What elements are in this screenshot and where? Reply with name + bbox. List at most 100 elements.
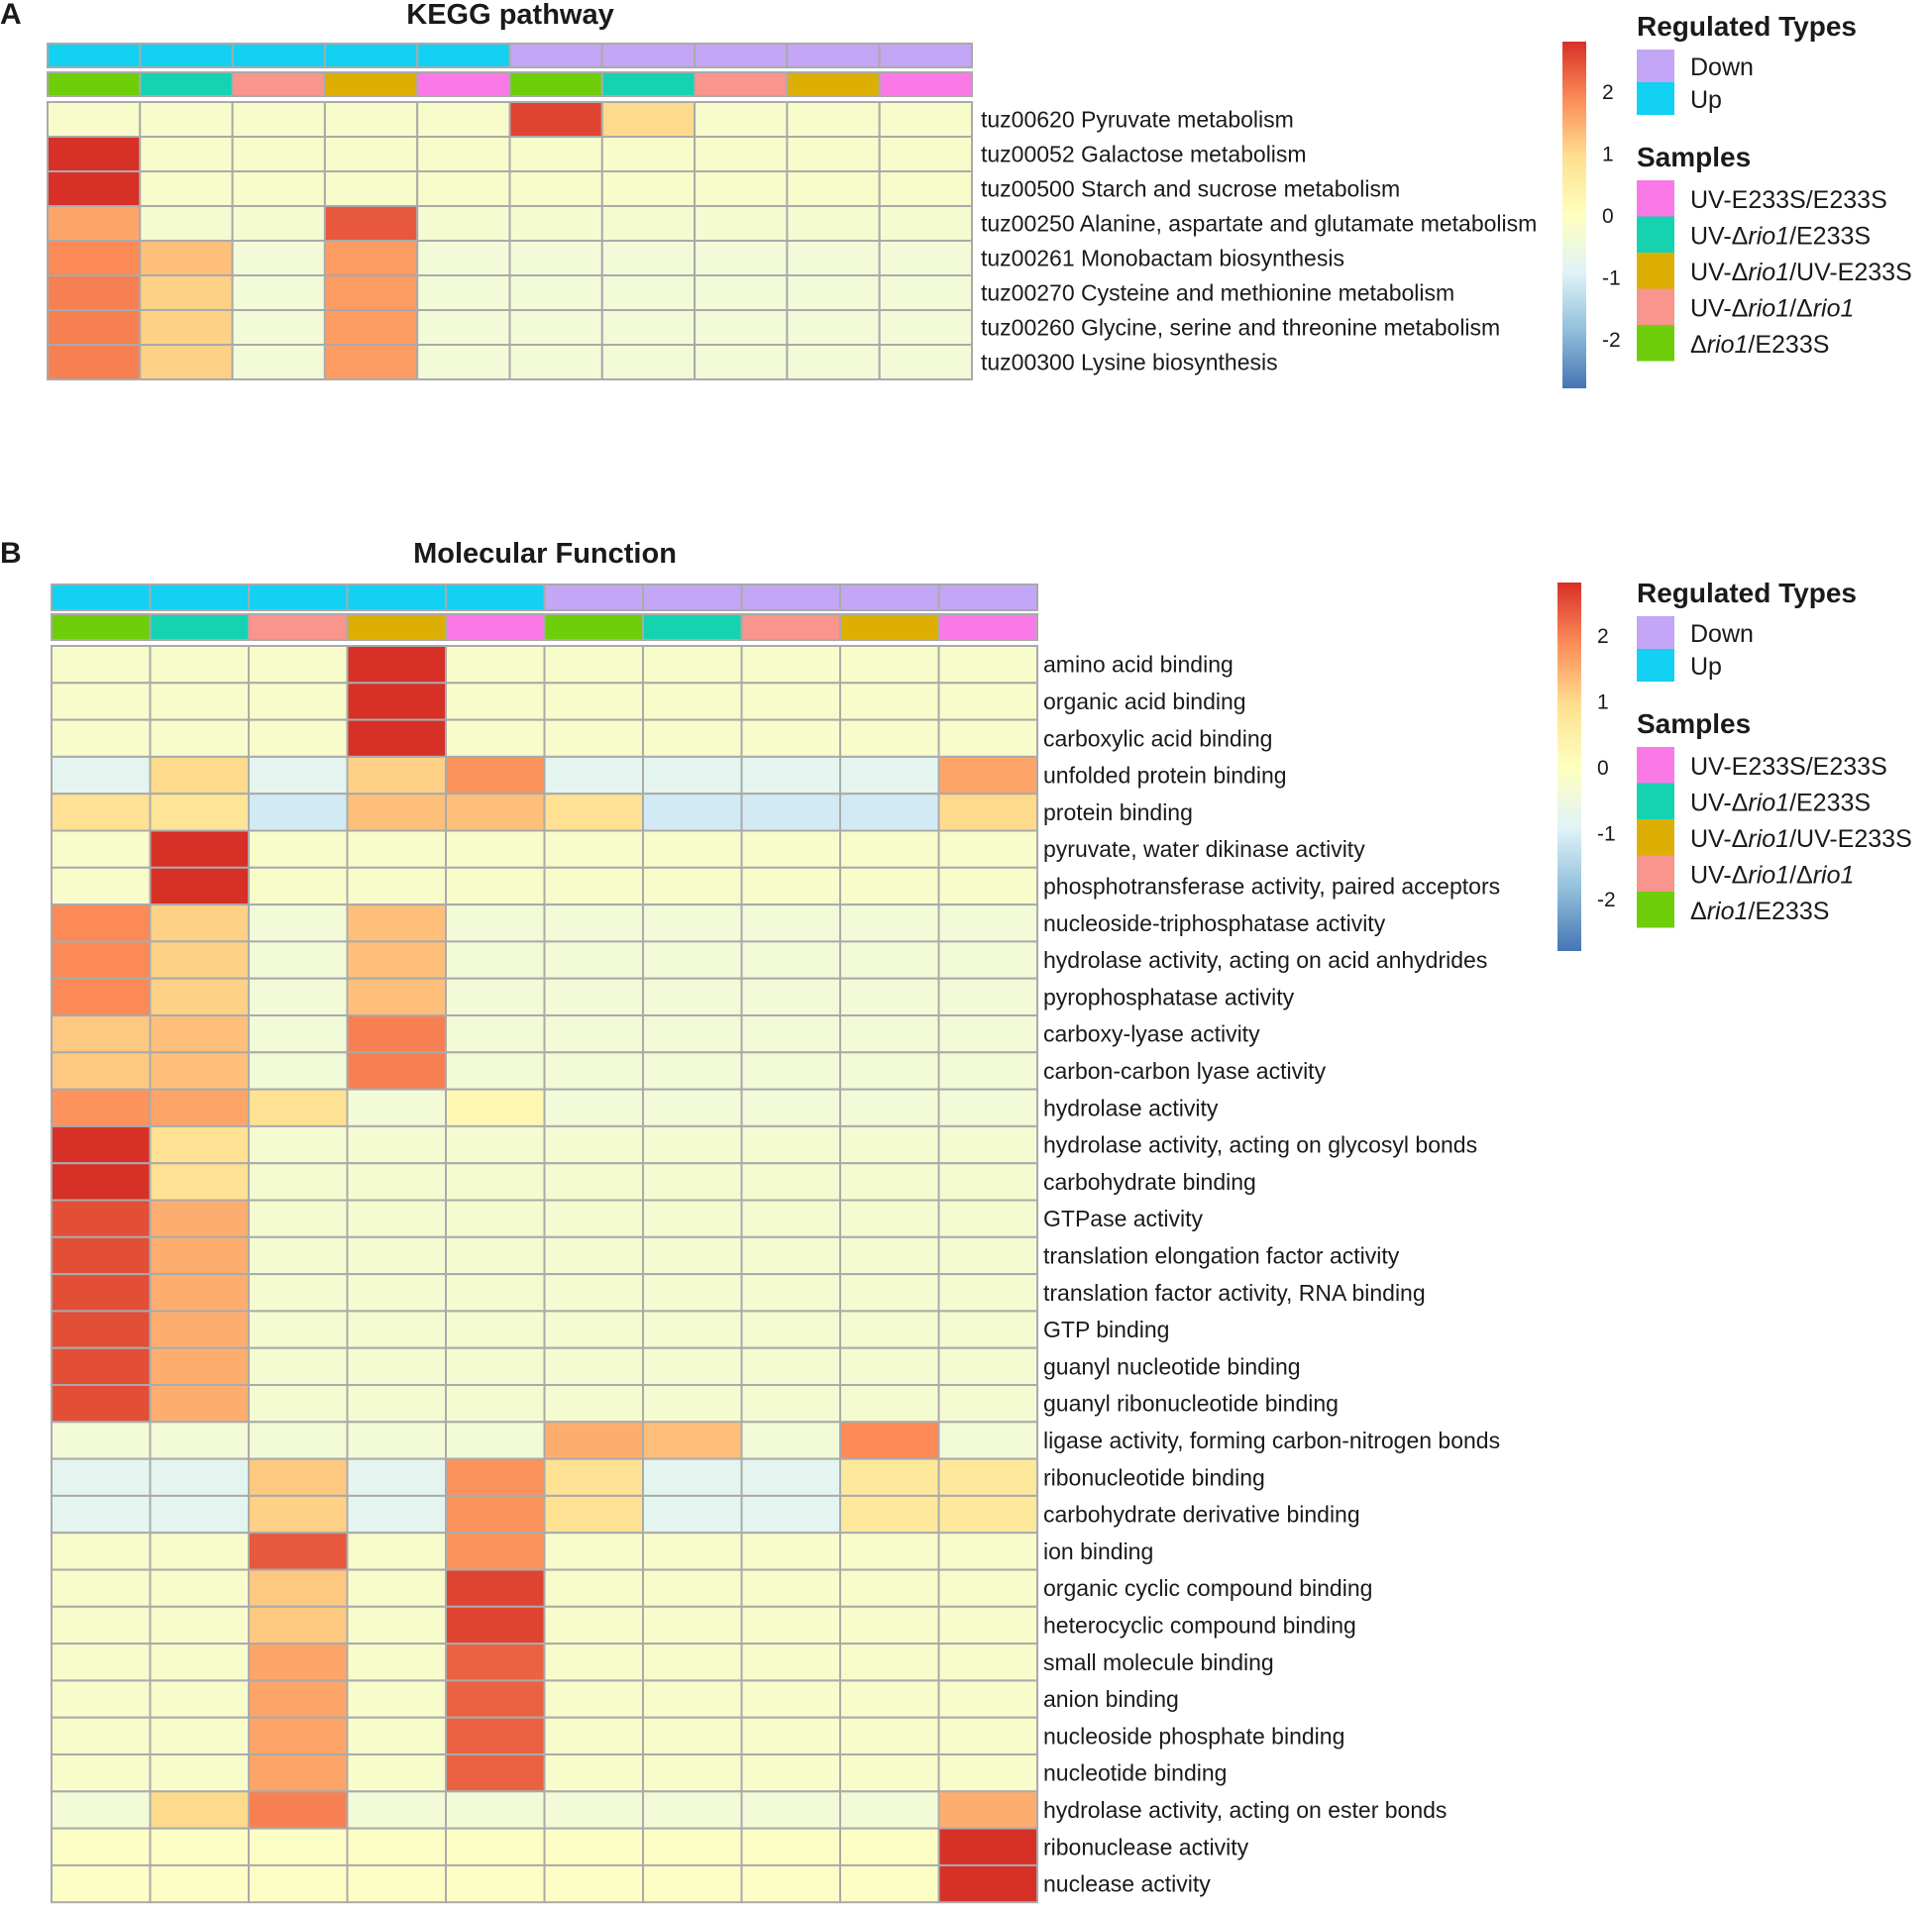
- heatmap-cell: [543, 1235, 644, 1276]
- annotation-sample-drio1-e233s: [508, 71, 603, 97]
- heatmap-cell: [839, 718, 940, 758]
- heatmap-cell: [51, 1457, 152, 1497]
- heatmap-cell: [149, 1679, 250, 1719]
- heatmap-cell: [149, 1790, 250, 1830]
- heatmap-cell: [543, 977, 644, 1017]
- heatmap-cell: [445, 940, 546, 980]
- heatmap-cell: [445, 829, 546, 869]
- heatmap-cell: [149, 1124, 250, 1165]
- heatmap-cell: [740, 1790, 841, 1830]
- heatmap-cell: [51, 829, 152, 869]
- heatmap-cell: [51, 1051, 152, 1091]
- heatmap-cell: [323, 344, 419, 380]
- heatmap-cell: [248, 1568, 349, 1608]
- heatmap-cell: [839, 1421, 940, 1460]
- legend-swatch-sample: [1637, 819, 1674, 856]
- heatmap-cell: [642, 977, 743, 1017]
- heatmap-cell: [149, 1716, 250, 1755]
- legend-title-regulated: Regulated Types: [1637, 578, 1857, 608]
- annotation-regulated-down: [508, 43, 603, 68]
- heatmap-cell: [323, 101, 419, 138]
- heatmap-cell: [937, 1863, 1038, 1904]
- heatmap-cell: [51, 1494, 152, 1535]
- heatmap-cell: [543, 1716, 644, 1755]
- heatmap-cell: [642, 1088, 743, 1127]
- heatmap-cell: [937, 1605, 1038, 1646]
- heatmap-cell: [543, 793, 644, 832]
- heatmap-cell: [248, 1494, 349, 1535]
- heatmap-cell: [51, 1124, 152, 1165]
- heatmap-cell: [51, 682, 152, 721]
- heatmap-cell: [346, 866, 447, 906]
- heatmap-cell: [642, 1124, 743, 1165]
- heatmap-cell: [839, 1679, 940, 1719]
- heatmap-cell: [51, 1162, 152, 1202]
- heatmap-cell: [694, 101, 789, 138]
- heatmap-cell: [149, 829, 250, 869]
- heatmap-cell: [937, 1162, 1038, 1202]
- heatmap-cell: [323, 309, 419, 346]
- heatmap-cell: [642, 793, 743, 832]
- heatmap-cell: [47, 101, 142, 138]
- heatmap-cell: [937, 940, 1038, 980]
- row-label: tuz00250 Alanine, aspartate and glutamat…: [981, 211, 1537, 237]
- heatmap-cell: [543, 1605, 644, 1646]
- heatmap-cell: [51, 1199, 152, 1238]
- heatmap-cell: [642, 1014, 743, 1054]
- heatmap-cell: [149, 1273, 250, 1313]
- heatmap-cell: [139, 136, 234, 172]
- heatmap-cell: [937, 1124, 1038, 1165]
- heatmap-cell: [937, 1716, 1038, 1755]
- row-label: carboxylic acid binding: [1043, 725, 1272, 751]
- row-label: ribonuclease activity: [1043, 1834, 1249, 1859]
- heatmap-cell: [694, 344, 789, 380]
- heatmap-cell: [149, 1162, 250, 1202]
- heatmap-cell: [51, 1605, 152, 1646]
- heatmap-cell: [642, 1346, 743, 1386]
- heatmap-cell: [786, 170, 881, 207]
- heatmap-cell: [51, 1532, 152, 1571]
- heatmap-cell: [937, 1384, 1038, 1424]
- heatmap-cell: [543, 1643, 644, 1682]
- heatmap-cell: [149, 645, 250, 685]
- heatmap-cell: [139, 240, 234, 276]
- row-label: anion binding: [1043, 1686, 1179, 1712]
- heatmap-cell: [149, 1532, 250, 1571]
- heatmap-cell: [445, 1384, 546, 1424]
- color-scale-bar: [1557, 583, 1581, 951]
- heatmap-cell: [445, 866, 546, 906]
- chart-title: KEGG pathway: [406, 0, 614, 31]
- heatmap-cell: [543, 1346, 644, 1386]
- heatmap-cell: [642, 1716, 743, 1755]
- annotation-regulated-down: [543, 584, 644, 611]
- annotation-regulated-down: [600, 43, 697, 68]
- row-label: organic cyclic compound binding: [1043, 1575, 1372, 1601]
- heatmap-cell: [543, 903, 644, 943]
- heatmap-cell: [740, 1494, 841, 1535]
- annotation-sample-uv-drio1-drio1: [740, 613, 841, 641]
- heatmap-cell: [47, 309, 142, 346]
- annotation-regulated-up: [139, 43, 234, 68]
- heatmap-cell: [740, 940, 841, 980]
- heatmap-cell: [740, 903, 841, 943]
- heatmap-cell: [51, 1273, 152, 1313]
- heatmap-cell: [740, 1863, 841, 1904]
- heatmap-cell: [346, 1494, 447, 1535]
- heatmap-cell: [642, 1827, 743, 1866]
- heatmap-cell: [543, 1421, 644, 1460]
- annotation-sample-drio1-e233s: [51, 613, 152, 641]
- annotation-regulated-down: [937, 584, 1038, 611]
- heatmap-cell: [600, 344, 697, 380]
- heatmap-cell: [231, 344, 326, 380]
- heatmap-cell: [839, 755, 940, 796]
- heatmap-cell: [323, 240, 419, 276]
- heatmap-cell: [642, 1457, 743, 1497]
- scale-tick-label: -1: [1602, 267, 1621, 290]
- heatmap-cell: [740, 682, 841, 721]
- annotation-sample-uv-drio1-e233s: [600, 71, 697, 97]
- heatmap-cell: [543, 1384, 644, 1424]
- heatmap-cell: [839, 1494, 940, 1535]
- heatmap-cell: [508, 240, 603, 276]
- heatmap-cell: [642, 866, 743, 906]
- heatmap-cell: [416, 101, 511, 138]
